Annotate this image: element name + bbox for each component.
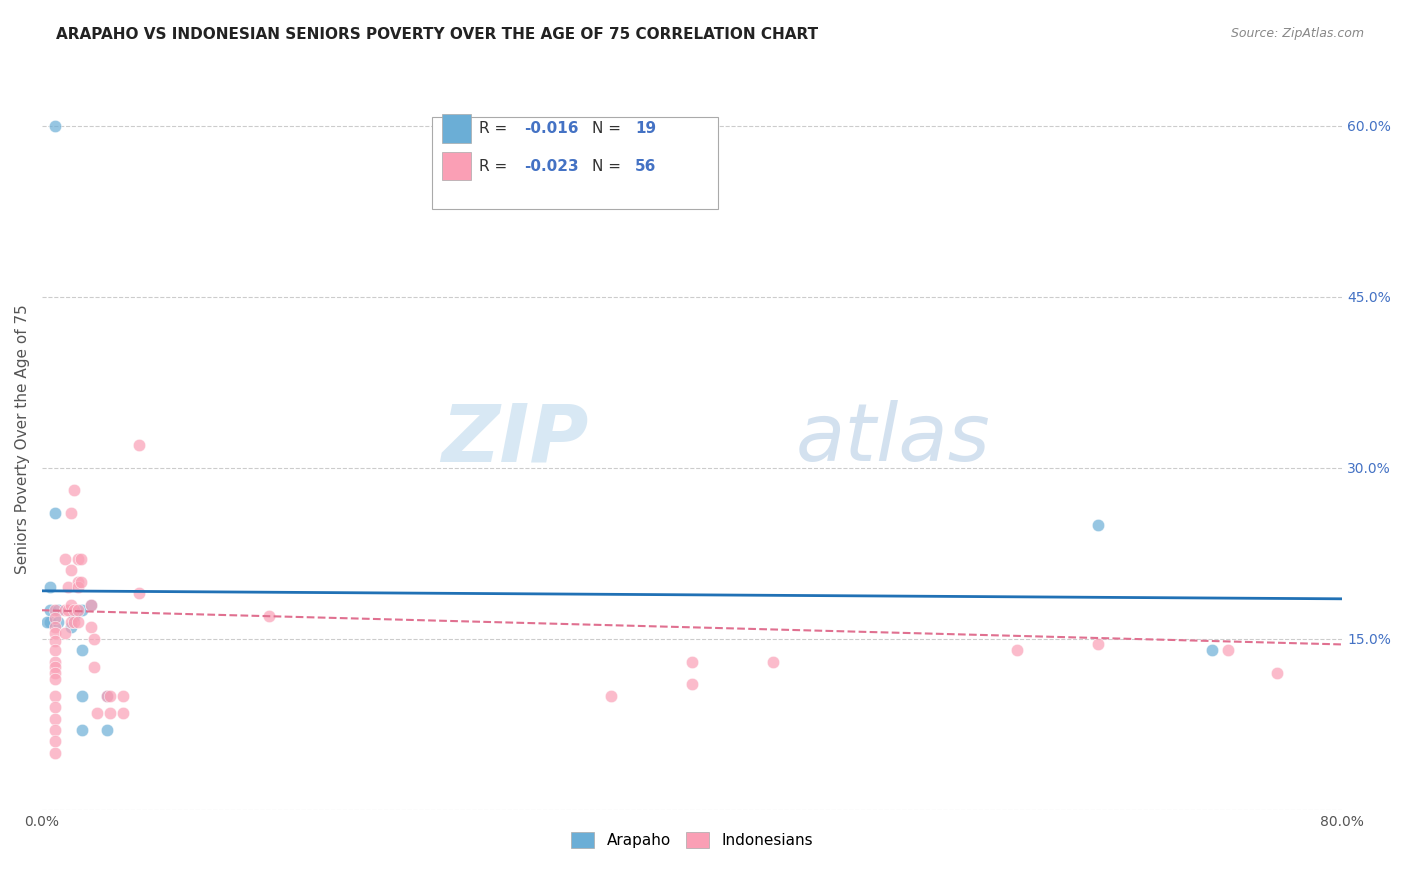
Point (63, 603, 86, 617)
Point (39, 603, 62, 617)
Text: atlas: atlas (796, 401, 991, 478)
Point (112, 706, 135, 720)
Point (83, 660, 105, 674)
Point (53, 626, 76, 640)
Point (44, 665, 66, 680)
Point (44, 655, 66, 669)
Text: Source: ZipAtlas.com: Source: ZipAtlas.com (1230, 27, 1364, 40)
Point (44, 660, 66, 674)
Point (98, 689, 121, 703)
Point (44, 712, 66, 726)
Point (44, 603, 66, 617)
Point (39, 615, 62, 629)
Point (96, 689, 118, 703)
Point (44, 506, 66, 520)
Point (762, 655, 785, 669)
Point (44, 634, 66, 648)
FancyBboxPatch shape (432, 117, 718, 210)
Point (44, 746, 66, 760)
Point (96, 689, 118, 703)
Point (46, 615, 69, 629)
Point (66, 603, 89, 617)
Point (128, 438, 150, 452)
FancyBboxPatch shape (443, 114, 471, 143)
Point (63, 609, 86, 624)
Text: 56: 56 (636, 159, 657, 174)
Point (39, 581, 62, 595)
Point (69, 552, 91, 566)
Point (44, 611, 66, 625)
Point (60, 506, 83, 520)
Point (60, 598, 83, 612)
Text: N =: N = (592, 159, 626, 174)
Point (46, 603, 69, 617)
Point (60, 563, 83, 577)
Point (79, 598, 101, 612)
Point (44, 723, 66, 737)
Point (128, 586, 150, 600)
Text: 19: 19 (636, 121, 657, 136)
Point (72, 603, 94, 617)
Point (681, 655, 703, 669)
Point (79, 598, 101, 612)
Point (1005, 643, 1028, 657)
Point (83, 632, 105, 646)
Text: -0.016: -0.016 (524, 121, 579, 136)
Point (56, 581, 79, 595)
Point (35, 615, 58, 629)
Point (44, 643, 66, 657)
Point (44, 734, 66, 748)
Point (72, 723, 94, 737)
Point (1218, 643, 1240, 657)
Point (44, 620, 66, 634)
Point (1265, 665, 1288, 680)
Text: ZIP: ZIP (440, 401, 588, 478)
Text: N =: N = (592, 121, 626, 136)
Point (63, 483, 86, 498)
Point (66, 581, 89, 595)
Point (72, 643, 94, 657)
Point (1087, 637, 1109, 651)
Point (44, 626, 66, 640)
Point (53, 603, 76, 617)
Point (44, 119, 66, 133)
Point (63, 615, 86, 629)
Point (60, 620, 83, 634)
FancyBboxPatch shape (443, 152, 471, 179)
Point (60, 615, 83, 629)
Point (681, 677, 703, 691)
Point (1201, 643, 1223, 657)
Point (96, 723, 118, 737)
Point (66, 574, 89, 589)
Point (599, 689, 621, 703)
Point (79, 620, 101, 634)
Text: -0.023: -0.023 (524, 159, 579, 174)
Point (66, 615, 89, 629)
Text: ARAPAHO VS INDONESIAN SENIORS POVERTY OVER THE AGE OF 75 CORRELATION CHART: ARAPAHO VS INDONESIAN SENIORS POVERTY OV… (56, 27, 818, 42)
Point (66, 552, 89, 566)
Point (44, 700, 66, 714)
Point (56, 603, 79, 617)
Point (86, 706, 108, 720)
Point (112, 689, 135, 703)
Point (53, 552, 76, 566)
Point (69, 574, 91, 589)
Point (98, 706, 121, 720)
Legend: Arapaho, Indonesians: Arapaho, Indonesians (565, 826, 818, 854)
Point (44, 672, 66, 686)
Text: R =: R = (479, 121, 512, 136)
Point (72, 689, 94, 703)
Point (44, 689, 66, 703)
Y-axis label: Seniors Poverty Over the Age of 75: Seniors Poverty Over the Age of 75 (15, 304, 30, 574)
Text: R =: R = (479, 159, 512, 174)
Point (1087, 517, 1109, 532)
Point (259, 609, 281, 624)
